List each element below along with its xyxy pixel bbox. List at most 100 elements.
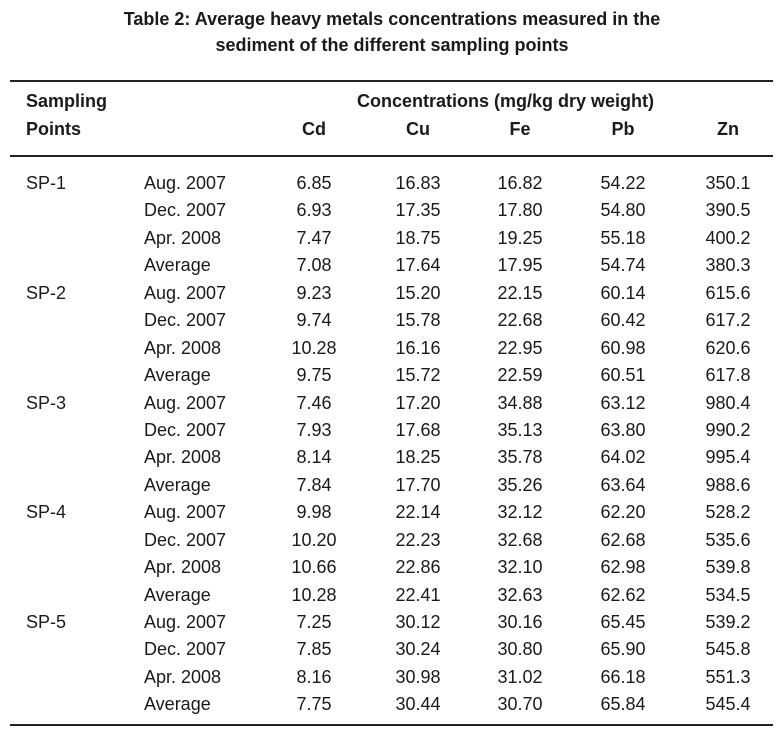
cell-sampling-point: SP-1 bbox=[26, 173, 67, 193]
cell-date: Average bbox=[144, 365, 211, 386]
cell-fe: 35.78 bbox=[497, 447, 543, 468]
table-row: Dec. 2007 9.74 15.78 22.68 60.42 617.2 bbox=[0, 307, 784, 334]
cell-date: Aug. 2007 bbox=[144, 392, 227, 413]
cell-pb: 66.18 bbox=[600, 666, 646, 687]
cell-cd: 9.23 bbox=[296, 282, 332, 303]
cell-date: Average bbox=[144, 694, 211, 715]
table-row: Average 10.28 22.41 32.63 62.62 534.5 bbox=[0, 582, 784, 609]
header-points: Points bbox=[26, 119, 82, 139]
cell-zn: 988.6 bbox=[705, 474, 751, 495]
cell-cu: 16.83 bbox=[395, 173, 441, 193]
cell-cd: 7.08 bbox=[296, 255, 332, 276]
cell-cd: 9.98 bbox=[296, 502, 332, 523]
cell-pb: 55.18 bbox=[600, 227, 646, 248]
header-col-fe: Fe bbox=[509, 119, 531, 139]
cell-cd: 7.25 bbox=[296, 612, 332, 632]
cell-fe: 35.26 bbox=[497, 474, 543, 495]
cell-cu: 30.98 bbox=[395, 666, 441, 687]
cell-zn: 535.6 bbox=[705, 529, 751, 550]
cell-pb: 62.98 bbox=[600, 557, 646, 578]
cell-cd: 7.84 bbox=[296, 474, 332, 495]
cell-zn: 990.2 bbox=[705, 419, 751, 440]
header-col-pb: Pb bbox=[611, 119, 635, 139]
cell-cu: 22.14 bbox=[395, 502, 441, 523]
cell-fe: 32.63 bbox=[497, 584, 543, 605]
table-row: SP-2 Aug. 2007 9.23 15.20 22.15 60.14 615.6 bbox=[0, 280, 784, 307]
cell-fe: 30.70 bbox=[497, 694, 543, 715]
cell-zn: 390.5 bbox=[705, 200, 751, 221]
cell-fe: 22.95 bbox=[497, 337, 543, 358]
cell-cd: 7.85 bbox=[296, 639, 332, 660]
header-col-cu: Cu bbox=[406, 119, 430, 139]
cell-pb: 65.45 bbox=[600, 612, 646, 632]
cell-sampling-point: SP-5 bbox=[26, 612, 67, 632]
cell-fe: 22.68 bbox=[497, 310, 543, 331]
cell-pb: 54.22 bbox=[600, 173, 646, 193]
cell-date: Apr. 2008 bbox=[144, 447, 222, 468]
cell-cd: 7.75 bbox=[296, 694, 332, 715]
cell-zn: 400.2 bbox=[705, 227, 751, 248]
cell-cu: 17.70 bbox=[395, 474, 441, 495]
table-row: Dec. 2007 7.85 30.24 30.80 65.90 545.8 bbox=[0, 636, 784, 663]
cell-cu: 30.24 bbox=[395, 639, 441, 660]
cell-zn: 980.4 bbox=[705, 392, 751, 413]
cell-cu: 15.78 bbox=[395, 310, 441, 331]
cell-cd: 9.75 bbox=[296, 365, 332, 386]
cell-fe: 19.25 bbox=[497, 227, 543, 248]
cell-cu: 22.23 bbox=[395, 529, 441, 550]
cell-cd: 10.28 bbox=[291, 337, 337, 358]
cell-zn: 617.8 bbox=[705, 365, 751, 386]
cell-date: Average bbox=[144, 584, 211, 605]
cell-pb: 62.62 bbox=[600, 584, 646, 605]
cell-sampling-point: SP-3 bbox=[26, 392, 67, 413]
cell-zn: 350.1 bbox=[705, 173, 751, 193]
cell-zn: 615.6 bbox=[705, 282, 751, 303]
table-row: Dec. 2007 6.93 17.35 17.80 54.80 390.5 bbox=[0, 197, 784, 224]
table-row: SP-4 Aug. 2007 9.98 22.14 32.12 62.20 528.2 bbox=[0, 499, 784, 526]
table-body: SP-1 Aug. 2007 6.85 16.83 16.82 54.22 350.1 Dec… bbox=[0, 170, 784, 719]
table-caption: Table 2: Average heavy metals concentrat… bbox=[0, 6, 784, 58]
cell-date: Average bbox=[144, 255, 211, 276]
cell-fe: 30.80 bbox=[497, 639, 543, 660]
table-row: SP-3 Aug. 2007 7.46 17.20 34.88 63.12 980.4 bbox=[0, 390, 784, 417]
cell-date: Apr. 2008 bbox=[144, 557, 222, 578]
cell-pb: 60.14 bbox=[600, 282, 646, 303]
cell-cu: 18.75 bbox=[395, 227, 441, 248]
table-row: Average 7.84 17.70 35.26 63.64 988.6 bbox=[0, 472, 784, 499]
table-row: SP-5 Aug. 2007 7.25 30.12 30.16 65.45 539.2 bbox=[0, 609, 784, 636]
cell-zn: 620.6 bbox=[705, 337, 751, 358]
cell-pb: 63.64 bbox=[600, 474, 646, 495]
cell-pb: 64.02 bbox=[600, 447, 646, 468]
cell-cu: 15.72 bbox=[395, 365, 441, 386]
cell-zn: 545.4 bbox=[705, 694, 751, 715]
cell-date: Aug. 2007 bbox=[144, 502, 227, 523]
cell-zn: 617.2 bbox=[705, 310, 751, 331]
table-row: Apr. 2008 10.66 22.86 32.10 62.98 539.8 bbox=[0, 554, 784, 581]
cell-date: Dec. 2007 bbox=[144, 639, 227, 660]
cell-date: Average bbox=[144, 474, 211, 495]
cell-zn: 995.4 bbox=[705, 447, 751, 468]
cell-pb: 54.74 bbox=[600, 255, 646, 276]
cell-pb: 54.80 bbox=[600, 200, 646, 221]
cell-fe: 22.59 bbox=[497, 365, 543, 386]
cell-sampling-point: SP-2 bbox=[26, 282, 67, 303]
cell-pb: 60.42 bbox=[600, 310, 646, 331]
cell-fe: 22.15 bbox=[497, 282, 543, 303]
cell-fe: 30.16 bbox=[497, 612, 543, 632]
header-sampling: Sampling bbox=[26, 91, 108, 111]
header-concentrations: Concentrations (mg/kg dry weight) bbox=[357, 91, 655, 111]
cell-zn: 528.2 bbox=[705, 502, 751, 523]
header-col-zn: Zn bbox=[717, 119, 739, 139]
cell-cu: 17.68 bbox=[395, 419, 441, 440]
cell-cu: 17.35 bbox=[395, 200, 441, 221]
cell-date: Dec. 2007 bbox=[144, 529, 227, 550]
cell-pb: 60.98 bbox=[600, 337, 646, 358]
cell-zn: 539.2 bbox=[705, 612, 751, 632]
cell-date: Aug. 2007 bbox=[144, 612, 227, 632]
cell-zn: 380.3 bbox=[705, 255, 751, 276]
cell-cd: 6.85 bbox=[296, 173, 332, 193]
top-rule bbox=[10, 80, 773, 82]
cell-cd: 8.14 bbox=[296, 447, 332, 468]
cell-cu: 15.20 bbox=[395, 282, 441, 303]
cell-pb: 63.80 bbox=[600, 419, 646, 440]
